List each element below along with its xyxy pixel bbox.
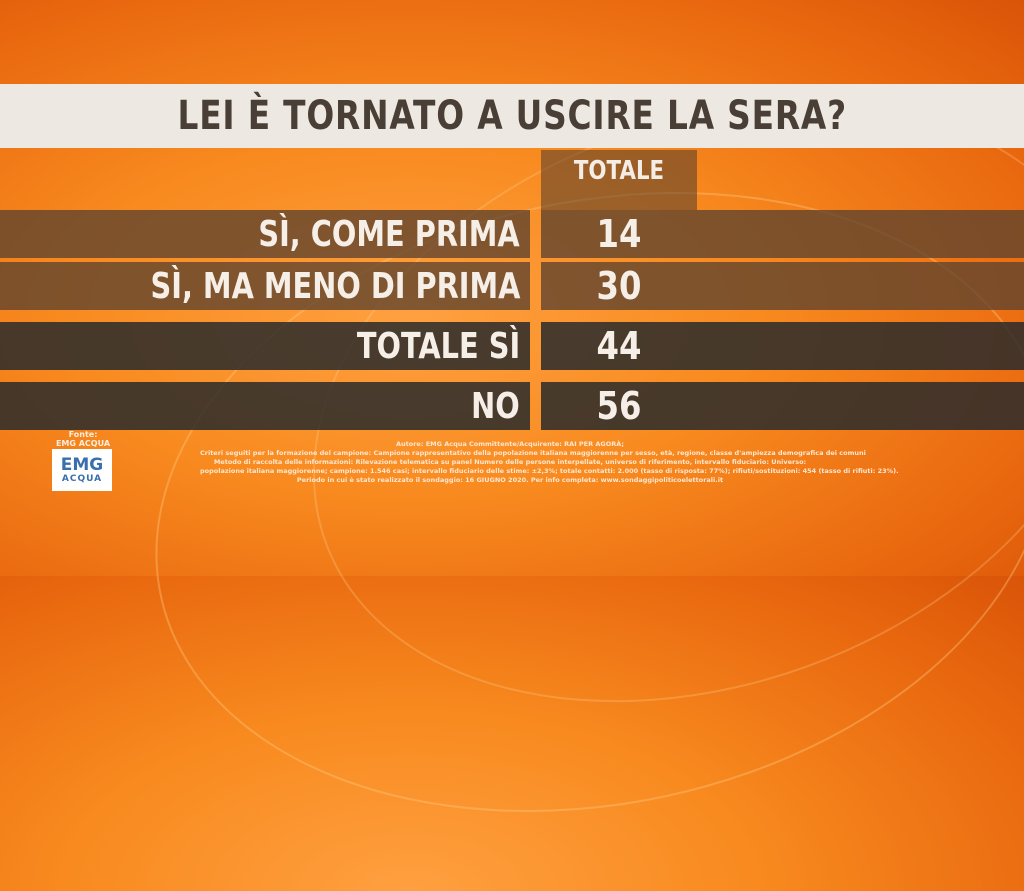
note-line: Criteri seguiti per la formazione del ca… [200,449,866,457]
logo-text-emg: EMG [60,454,104,475]
fonte-label: Fonte: [68,430,98,439]
row-value-text: 14 [596,212,642,256]
chart-title: LEI È TORNATO A USCIRE LA SERA? [177,93,847,139]
row-label: NO [0,382,530,430]
note-line: Metodo di raccolta delle informazioni: R… [213,458,807,466]
row-label: SÌ, COME PRIMA [0,210,530,258]
emg-logo: EMG ACQUA [52,449,112,491]
row-label-text: NO [471,385,520,427]
row-label-text: TOTALE SÌ [356,325,520,367]
row-value: 44 [541,322,1024,370]
note-line: popolazione italiana maggiorenne; campio… [200,467,899,475]
row-label: SÌ, MA MENO DI PRIMA [0,262,530,310]
row-label-text: SÌ, COME PRIMA [258,213,520,255]
row-value: 56 [541,382,1024,430]
row-label-text: SÌ, MA MENO DI PRIMA [150,265,520,307]
row-value: 14 [541,210,1024,258]
row-value-text: 44 [596,324,642,368]
logo-text-acqua: ACQUA [61,473,103,484]
row-value-text: 30 [596,264,642,308]
column-header-background [541,150,697,210]
note-line: Periodo in cui è stato realizzato il son… [296,476,724,484]
column-header-totale: TOTALE [573,156,665,186]
row-value: 30 [541,262,1024,310]
methodology-notes: Autore: EMG Acqua Committente/Acquirente… [200,440,899,485]
row-label: TOTALE SÌ [0,322,530,370]
note-line: Autore: EMG Acqua Committente/Acquirente… [395,440,625,448]
row-value-text: 56 [596,384,642,428]
title-band: LEI È TORNATO A USCIRE LA SERA? [0,84,1024,148]
